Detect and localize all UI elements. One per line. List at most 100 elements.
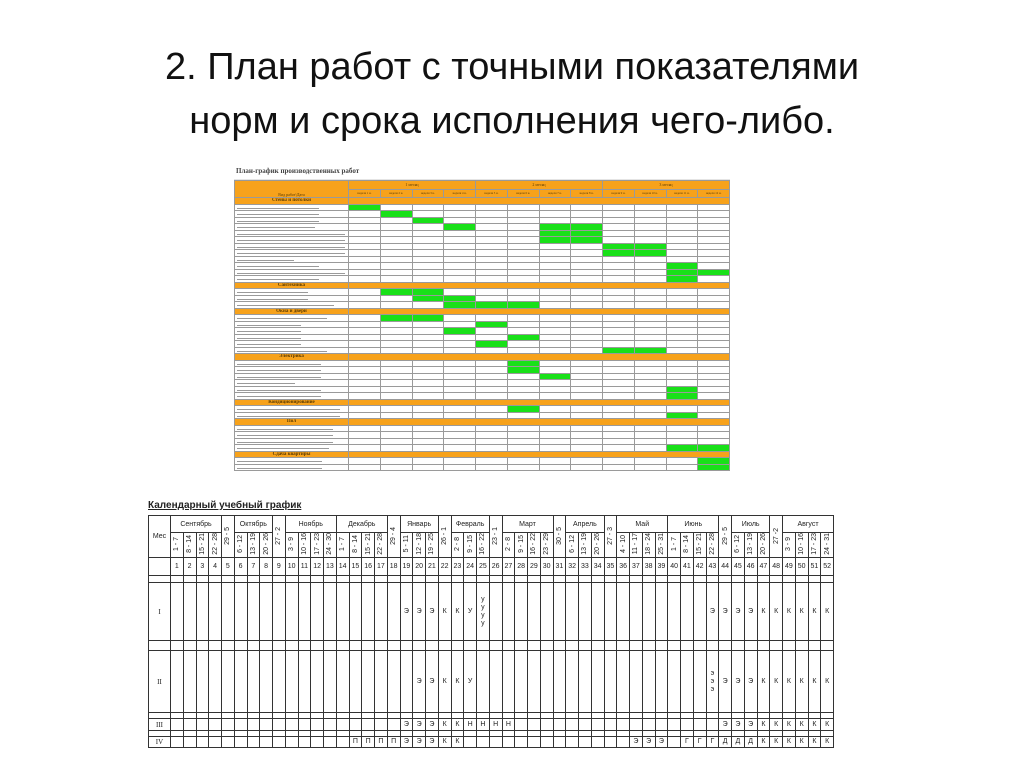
blank-cell xyxy=(221,736,235,748)
week-dates-text: 20 - 26 xyxy=(594,533,602,555)
week-dates-text: 16 - 22 xyxy=(479,533,487,555)
blank-cell xyxy=(195,640,210,651)
week-number: 30 xyxy=(539,557,554,576)
week-dates-text: 2 - 8 xyxy=(453,536,461,551)
month-header: Март xyxy=(501,515,554,533)
blank-cell xyxy=(297,736,312,748)
week-number: 36 xyxy=(616,557,630,576)
gantt-cell xyxy=(506,463,540,471)
week-number: 29 xyxy=(527,557,541,576)
blank-cell xyxy=(148,575,171,583)
task-label-line xyxy=(237,467,322,469)
blank-cell xyxy=(616,582,630,641)
blank-cell xyxy=(272,640,286,651)
activity-mark: К xyxy=(782,718,796,731)
blank-cell xyxy=(437,575,452,583)
task-label-line xyxy=(237,435,334,437)
activity-mark: К xyxy=(450,650,465,713)
blank-cell xyxy=(335,582,350,641)
week-dates: 6 - 12 xyxy=(565,532,579,558)
blank-cell xyxy=(386,650,401,713)
week-number: 43 xyxy=(705,557,720,576)
week-number: 52 xyxy=(820,557,834,576)
week-dates-text: 9 - 15 xyxy=(517,535,525,553)
week-number: 39 xyxy=(654,557,669,576)
blank-cell xyxy=(552,650,567,713)
blank-cell xyxy=(603,736,618,748)
blank-cell xyxy=(361,718,375,731)
week-dates-text: 16 - 22 xyxy=(530,533,538,555)
task-label-line xyxy=(237,370,321,372)
week-dates: 27 - 3 xyxy=(603,515,618,558)
task-label-line xyxy=(237,305,335,307)
blank-cell xyxy=(425,575,439,583)
gantt-cell xyxy=(348,463,381,471)
blank-cell xyxy=(501,582,516,641)
blank-cell xyxy=(590,640,605,651)
gantt-week-header: неделя 5 н. xyxy=(475,188,508,198)
blank-cell xyxy=(233,736,248,748)
gantt-week-header: неделя 7 н. xyxy=(538,188,572,198)
activity-mark: К xyxy=(794,718,809,731)
week-number-row: 1 2 3 4 5 6 7 8 9 10 11 12 13 14 15 16 17 18 19 20 21 22 23 24 2… xyxy=(148,557,834,576)
task-label-line xyxy=(237,409,340,411)
week-number: 44 xyxy=(718,557,732,576)
blank-cell xyxy=(259,582,273,641)
week-dates: 25 - 31 xyxy=(654,532,669,558)
blank-cell xyxy=(603,650,618,713)
week-number: 34 xyxy=(590,557,605,576)
blank-cell xyxy=(246,582,261,641)
week-dates: 2 - 8 xyxy=(450,532,465,558)
blank-cell xyxy=(782,575,796,583)
blank-cell xyxy=(195,718,210,731)
spacer-row xyxy=(148,730,834,737)
blank-cell xyxy=(386,640,401,651)
blank-cell xyxy=(667,575,681,583)
week-number: 11 xyxy=(297,557,312,576)
blank-cell xyxy=(170,575,184,583)
week-dates: 15 - 21 xyxy=(692,532,707,558)
task-label-line xyxy=(237,298,309,300)
course-row: III Э Э Э К К Н Н Н Н Э Э Э К К К К К К xyxy=(148,718,834,731)
blank-cell xyxy=(820,640,834,651)
activity-mark: Н xyxy=(476,718,490,731)
week-dates-text: 13 - 19 xyxy=(747,533,755,555)
slide-title-line-1: 2. План работ с точными показателями xyxy=(164,46,860,88)
blank-cell xyxy=(578,650,592,713)
activity-mark: К xyxy=(450,718,465,731)
blank-cell xyxy=(527,736,541,748)
month-header: Май xyxy=(616,515,669,533)
week-dates-text: 19 - 25 xyxy=(428,533,436,555)
blank-cell xyxy=(501,640,516,651)
blank-cell xyxy=(259,650,273,713)
blank-cell xyxy=(807,575,822,583)
task-label-line xyxy=(237,461,322,463)
week-number: 50 xyxy=(794,557,809,576)
blank-cell xyxy=(641,640,656,651)
blank-cell xyxy=(692,718,707,731)
blank-cell xyxy=(259,718,273,731)
blank-cell xyxy=(437,640,452,651)
blank-cell xyxy=(782,640,796,651)
month-header: Апрель xyxy=(565,515,605,533)
blank-cell xyxy=(680,582,694,641)
blank-cell xyxy=(208,718,222,731)
week-dates-text: 30 - 5 xyxy=(555,526,563,545)
week-dates-text: 10 - 16 xyxy=(300,533,308,555)
blank-cell xyxy=(807,640,822,651)
blank-cell xyxy=(756,640,771,651)
blank-cell xyxy=(794,640,809,651)
blank-cell xyxy=(590,582,605,641)
week-dates-text: 27 - 3 xyxy=(606,526,614,545)
activity-mark: Э xyxy=(641,736,656,748)
blank-cell xyxy=(297,582,312,641)
blank-cell xyxy=(323,575,337,583)
blank-cell xyxy=(233,575,248,583)
blank-cell xyxy=(654,575,669,583)
blank-cell xyxy=(374,582,388,641)
activity-mark: Э xyxy=(412,650,426,713)
blank-cell xyxy=(221,575,235,583)
blank-cell xyxy=(514,575,528,583)
week-dates-text: 2 - 8 xyxy=(504,536,512,551)
